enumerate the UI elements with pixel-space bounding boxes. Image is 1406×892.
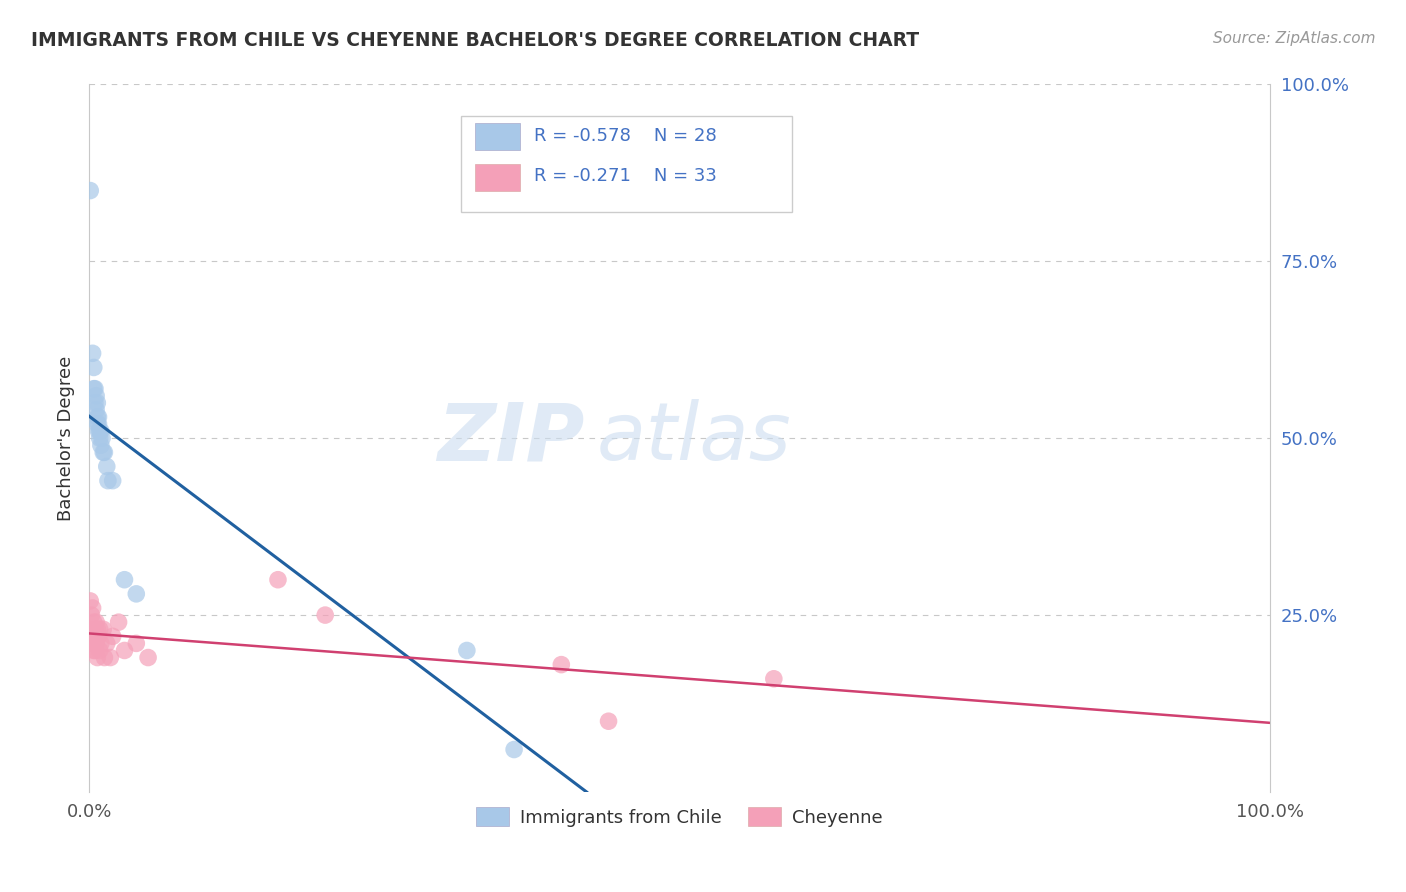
Point <box>79 184 101 198</box>
Text: IMMIGRANTS FROM CHILE VS CHEYENNE BACHELOR'S DEGREE CORRELATION CHART: IMMIGRANTS FROM CHILE VS CHEYENNE BACHEL… <box>31 31 920 50</box>
Point <box>598 714 620 729</box>
Point <box>101 474 124 488</box>
Point <box>84 636 107 650</box>
Point <box>77 629 100 643</box>
Point <box>82 346 104 360</box>
Point <box>114 573 136 587</box>
Y-axis label: Bachelor's Degree: Bachelor's Degree <box>58 356 75 521</box>
Point <box>93 650 115 665</box>
Point <box>90 424 112 438</box>
Point <box>83 382 105 396</box>
Point <box>86 396 108 410</box>
Point <box>86 409 108 424</box>
Point <box>98 650 121 665</box>
Point <box>79 622 101 636</box>
Point <box>89 622 111 636</box>
Point <box>125 587 148 601</box>
Point <box>80 608 103 623</box>
Point <box>90 636 112 650</box>
Point <box>82 629 104 643</box>
Point <box>89 431 111 445</box>
Point <box>101 629 124 643</box>
Point <box>87 424 110 438</box>
Point <box>82 601 104 615</box>
Point <box>84 615 107 629</box>
Point <box>762 672 785 686</box>
Point <box>456 643 478 657</box>
Point <box>90 438 112 452</box>
Point <box>84 389 107 403</box>
Point <box>80 636 103 650</box>
Point <box>86 650 108 665</box>
Point <box>87 629 110 643</box>
Legend: Immigrants from Chile, Cheyenne: Immigrants from Chile, Cheyenne <box>470 800 890 834</box>
Text: R = -0.271    N = 33: R = -0.271 N = 33 <box>534 168 717 186</box>
Point <box>97 474 120 488</box>
Point <box>550 657 572 672</box>
Text: ZIP: ZIP <box>437 400 585 477</box>
Point <box>89 643 111 657</box>
Point <box>96 636 118 650</box>
Point <box>91 445 114 459</box>
Point <box>89 424 111 438</box>
Point <box>84 403 107 417</box>
Point <box>79 594 101 608</box>
Point <box>503 742 526 756</box>
Text: Source: ZipAtlas.com: Source: ZipAtlas.com <box>1212 31 1375 46</box>
FancyBboxPatch shape <box>475 123 520 150</box>
Point <box>83 643 105 657</box>
Point <box>125 636 148 650</box>
Point <box>84 396 107 410</box>
Point <box>84 622 107 636</box>
Point <box>114 643 136 657</box>
Point <box>136 650 159 665</box>
FancyBboxPatch shape <box>475 164 520 191</box>
Point <box>267 573 290 587</box>
Point <box>86 417 108 431</box>
Point <box>84 382 107 396</box>
Point <box>96 459 118 474</box>
Text: atlas: atlas <box>596 400 792 477</box>
Point <box>84 643 107 657</box>
Point <box>87 417 110 431</box>
FancyBboxPatch shape <box>461 116 792 211</box>
Text: R = -0.578    N = 28: R = -0.578 N = 28 <box>534 127 717 145</box>
Point <box>83 615 105 629</box>
Point <box>93 445 115 459</box>
Point <box>107 615 129 629</box>
Point <box>83 360 105 375</box>
Point <box>91 622 114 636</box>
Point <box>91 431 114 445</box>
Point <box>314 608 336 623</box>
Point <box>86 622 108 636</box>
Point <box>87 409 110 424</box>
